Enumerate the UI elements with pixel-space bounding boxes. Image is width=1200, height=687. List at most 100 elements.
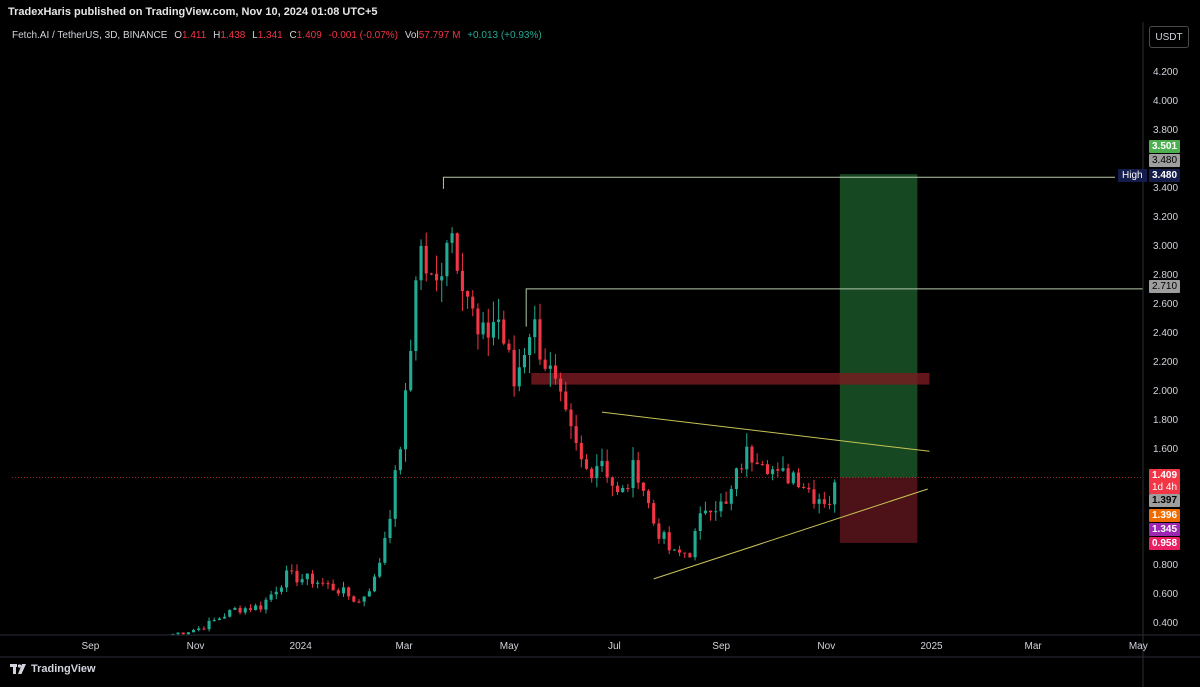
candle-body xyxy=(352,596,356,602)
price-change: -0.001 (-0.07%) xyxy=(328,30,399,41)
candle-body xyxy=(223,616,227,619)
candle-body xyxy=(238,607,242,613)
candle-body xyxy=(771,469,775,475)
candle-body xyxy=(295,570,299,583)
candle-body xyxy=(285,570,289,588)
candle-body xyxy=(248,608,252,610)
candle-body xyxy=(197,628,201,631)
candle-body xyxy=(466,291,470,297)
candle-body xyxy=(367,591,371,597)
candle-body xyxy=(595,466,599,479)
candle-body xyxy=(269,594,273,600)
candle-body xyxy=(652,503,656,524)
y-tick-label: 3.800 xyxy=(1153,124,1179,136)
ohlc-l-value: 1.341 xyxy=(257,30,283,41)
candle-body xyxy=(698,513,702,531)
x-tick-label: May xyxy=(1128,641,1148,652)
candle-body xyxy=(776,469,780,471)
candle-body xyxy=(781,468,785,471)
candle-body xyxy=(528,337,532,355)
candle-body xyxy=(207,620,211,630)
last-price-badge: 1.409 xyxy=(1149,469,1181,482)
candle-body xyxy=(429,273,433,275)
chart-lines xyxy=(12,176,1143,580)
x-tick-label: Nov xyxy=(186,641,205,652)
candle-body xyxy=(176,632,180,635)
candle-body xyxy=(734,468,738,489)
candle-body xyxy=(765,464,770,475)
candle-body xyxy=(507,343,511,350)
candle-body xyxy=(724,501,728,504)
candle-body xyxy=(310,573,315,584)
ohlc-h-label: H xyxy=(213,30,221,41)
candle-body xyxy=(445,242,449,277)
candle-body xyxy=(584,459,589,469)
y-tick-label: 2.000 xyxy=(1153,385,1179,397)
supply-zone xyxy=(531,373,930,385)
candle-body xyxy=(574,426,578,443)
candle-body xyxy=(533,319,537,338)
candle-body xyxy=(274,591,278,595)
candle-body xyxy=(243,608,247,613)
candle-body xyxy=(440,276,444,281)
candle-body xyxy=(667,532,671,551)
candle-body xyxy=(636,460,640,483)
candle-body xyxy=(621,487,625,493)
candle-body xyxy=(357,601,361,603)
candle-body xyxy=(414,280,418,351)
candle-body xyxy=(502,319,506,344)
high-label-tag: High xyxy=(1118,169,1147,182)
candle-body xyxy=(827,503,832,505)
volume-change: +0.013 (+0.93%) xyxy=(467,30,542,41)
candle-body xyxy=(569,409,573,427)
candle-body xyxy=(419,245,423,281)
y-tick-label: 1.800 xyxy=(1153,414,1179,426)
y-tick-label: 3.400 xyxy=(1153,182,1179,194)
candle-body xyxy=(481,322,485,335)
currency-button[interactable]: USDT xyxy=(1149,26,1189,48)
candle-body xyxy=(522,354,527,368)
candle-body xyxy=(548,365,552,369)
ohlc-h-value: 1.438 xyxy=(220,30,246,41)
level-2710-badge: 2.710 xyxy=(1149,280,1181,293)
candle-body xyxy=(812,489,816,504)
candle-body xyxy=(802,487,806,489)
candle-body xyxy=(259,605,263,610)
candle-body xyxy=(579,442,583,460)
x-tick-label: 2025 xyxy=(920,641,943,652)
footer-brand-label: TradingView xyxy=(31,663,96,675)
y-tick-label: 1.600 xyxy=(1153,443,1179,455)
candle-body xyxy=(476,308,480,335)
ohlc-c-value: 1.409 xyxy=(296,30,322,41)
candle-body xyxy=(626,487,630,489)
candle-body xyxy=(181,632,185,635)
candle-body xyxy=(657,523,661,539)
symbol-label[interactable]: Fetch.AI / TetherUS, 3D, BINANCE xyxy=(12,30,168,41)
y-tick-label: 2.200 xyxy=(1153,356,1179,368)
candle-body xyxy=(233,607,237,610)
candle-body xyxy=(833,482,837,505)
chart-zones xyxy=(531,174,930,543)
x-tick-label: Sep xyxy=(712,641,731,652)
candle-body xyxy=(321,582,325,584)
candle-body xyxy=(217,618,221,621)
y-tick-label: 3.000 xyxy=(1153,240,1179,252)
candle-body xyxy=(615,485,620,493)
candle-body xyxy=(316,582,320,584)
tradingview-logo-icon xyxy=(10,664,26,674)
candle-body xyxy=(745,446,749,470)
candle-body xyxy=(709,510,713,513)
ohlc-o-value: 1.411 xyxy=(182,30,207,41)
x-tick-label: Nov xyxy=(817,641,836,652)
volume-label: Vol xyxy=(404,30,419,41)
y-tick-label: 0.800 xyxy=(1153,559,1179,571)
x-tick-label: Jul xyxy=(607,641,621,652)
candle-body xyxy=(212,620,216,622)
candle-body xyxy=(662,532,666,539)
candle-body xyxy=(192,630,196,633)
volume-value: 57.797 M xyxy=(418,30,461,41)
footer-brand[interactable]: TradingView xyxy=(10,663,96,675)
candle-body xyxy=(264,599,268,610)
candle-body xyxy=(590,468,594,479)
